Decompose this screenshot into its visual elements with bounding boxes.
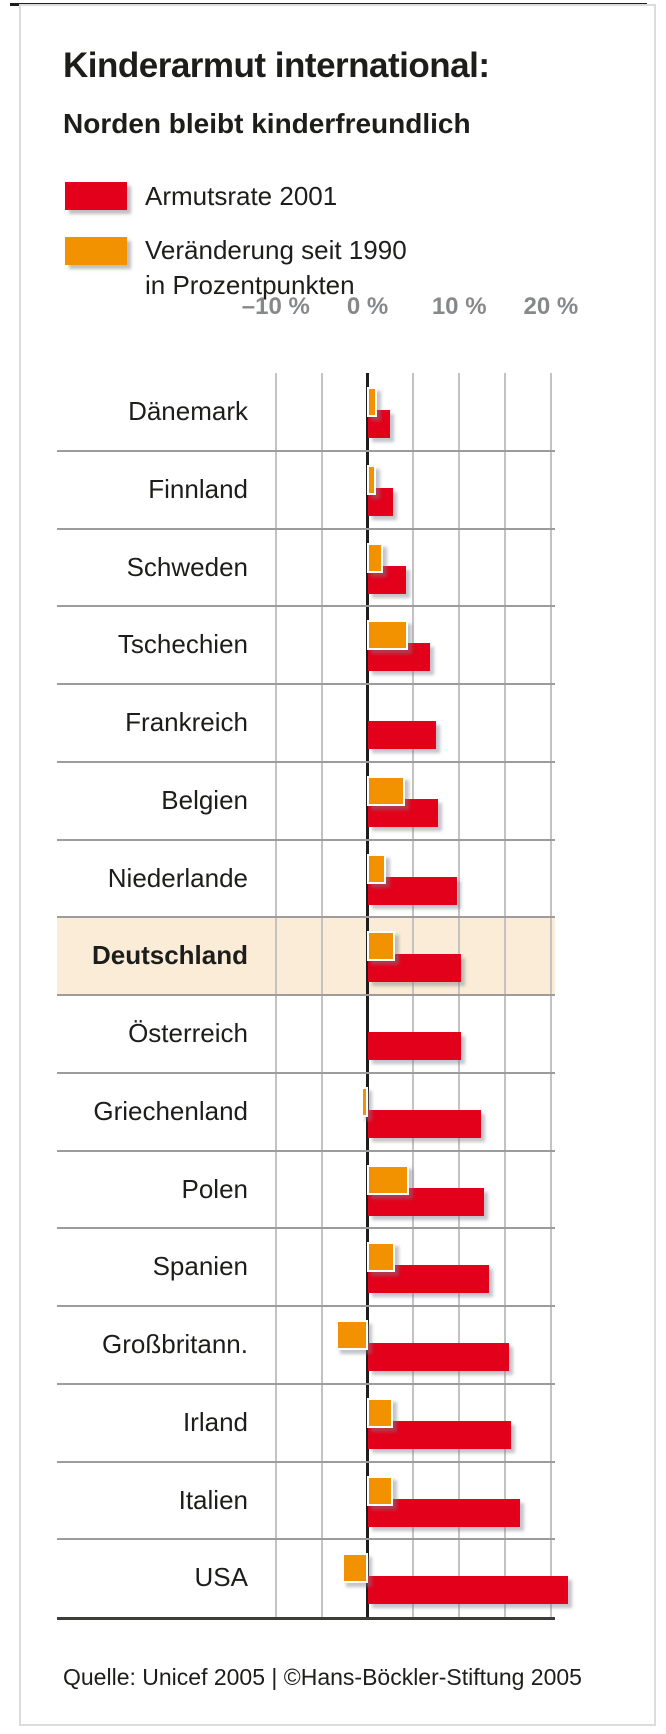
change-bar: [366, 542, 384, 573]
change-bar: [366, 931, 396, 962]
change-bar: [366, 1164, 409, 1195]
country-label: Irland: [182, 1406, 248, 1437]
row-separator: [57, 1149, 555, 1152]
poverty-rate-bar: [367, 721, 437, 749]
country-label: Finnland: [148, 473, 248, 504]
row-separator: [57, 1538, 555, 1541]
change-bar: [360, 1086, 369, 1117]
country-label: Polen: [181, 1173, 249, 1204]
row-separator: [57, 838, 555, 841]
row-separator: [57, 1460, 555, 1463]
country-label: Italien: [178, 1484, 248, 1515]
legend-label-poverty-rate: Armutsrate 2001: [145, 181, 338, 211]
row-separator: [57, 994, 555, 996]
bottom-axis-rule: [57, 1617, 555, 1620]
legend-label-change: Veränderung seit 1990 in Prozentpunkten: [145, 233, 407, 303]
poverty-rate-bar: [367, 410, 390, 438]
change-bar: [342, 1553, 369, 1584]
row-separator: [57, 1227, 555, 1230]
row-separator: [57, 760, 555, 763]
highlight-band: [57, 917, 555, 995]
change-bar: [366, 620, 409, 651]
country-label: Spanien: [152, 1251, 248, 1282]
axis-tick-label: –10 %: [241, 293, 310, 320]
country-label: Belgien: [161, 784, 248, 815]
row-separator: [57, 527, 555, 530]
country-label: Schweden: [126, 551, 248, 582]
poverty-rate-bar: [367, 1109, 482, 1138]
country-label: Griechenland: [93, 1095, 248, 1126]
chart-title: Kinderarmut international:: [63, 46, 490, 85]
change-bar: [366, 1475, 394, 1506]
row-separator: [57, 683, 555, 685]
row-separator: [57, 1382, 555, 1385]
country-label: Österreich: [128, 1018, 248, 1048]
country-label: Niederlande: [107, 862, 248, 893]
poverty-rate-bar: [367, 1343, 509, 1371]
poverty-rate-bar: [367, 1032, 462, 1060]
row-separator: [57, 1071, 555, 1074]
country-label: Deutschland: [91, 940, 248, 971]
chart-subtitle: Norden bleibt kinderfreundlich: [63, 108, 471, 139]
change-bar: [366, 464, 376, 495]
change-bar: [366, 387, 377, 417]
axis-tick-label: 10 %: [431, 293, 487, 320]
change-bar: [366, 1242, 396, 1273]
country-label: USA: [194, 1562, 248, 1593]
change-bar: [366, 853, 387, 884]
poverty-rate-bar: [367, 1576, 569, 1605]
row-separator: [57, 1305, 555, 1307]
country-label: Tschechien: [117, 629, 248, 660]
axis-tick-label: 0 %: [346, 293, 389, 320]
legend-label-change-line2: in Prozentpunkten: [145, 270, 355, 300]
row-separator: [57, 449, 555, 452]
change-bar: [336, 1320, 369, 1350]
change-bar: [366, 775, 406, 806]
country-label: Großbritann.: [102, 1329, 248, 1359]
row-separator: [57, 916, 555, 919]
source-line: Quelle: Unicef 2005 | ©Hans-Böckler-Stif…: [63, 1664, 582, 1690]
country-label: Frankreich: [125, 707, 248, 737]
axis-tick-label: 20 %: [523, 293, 579, 320]
row-separator: [57, 605, 555, 608]
change-bar: [366, 1397, 394, 1428]
legend-swatch-poverty-rate: [65, 182, 127, 210]
image-border-frame: [19, 4, 656, 1726]
legend-swatch-change: [65, 237, 127, 265]
legend-label-change-line1: Veränderung seit 1990: [145, 235, 407, 265]
country-label: Dänemark: [128, 396, 248, 426]
